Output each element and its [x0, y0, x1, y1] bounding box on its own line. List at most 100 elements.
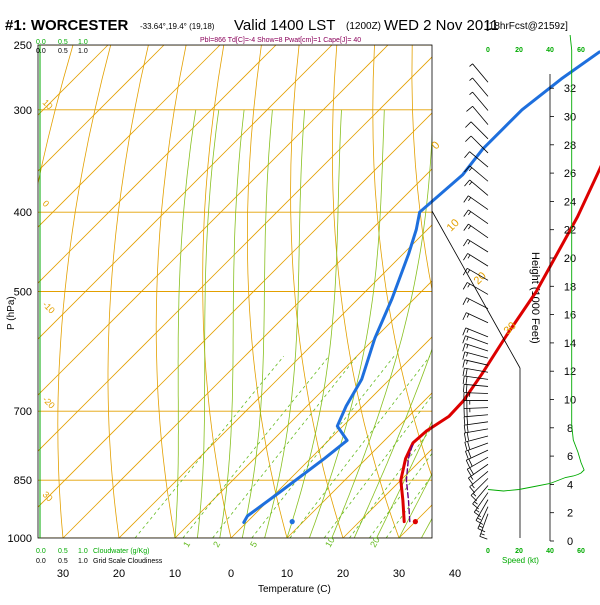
- wind-barb-staff: [468, 196, 488, 210]
- speed-tick-label: 0: [486, 47, 490, 54]
- wind-barb-staff: [468, 210, 488, 224]
- wind-barb-staff: [470, 180, 488, 195]
- speed-tick-label: 60: [577, 548, 585, 555]
- cloud-bot2-05: 0.5: [58, 558, 68, 565]
- wind-barb-flag: [468, 255, 470, 258]
- wind-barb-staff: [468, 224, 488, 238]
- wind-barb-flag: [466, 385, 467, 393]
- height-tick-label: 20: [564, 253, 576, 265]
- wind-barb-flag: [468, 270, 470, 273]
- wind-barb-staff: [468, 253, 488, 266]
- moist-adiabat: [265, 110, 305, 538]
- wind-barb-flag: [465, 122, 471, 128]
- dry-adiabat-label: 30: [41, 489, 55, 503]
- temp-tick-label: 10: [169, 568, 181, 580]
- wind-barb-staff: [465, 360, 488, 365]
- wind-barb-flag: [471, 476, 473, 479]
- dry-adiabat: [450, 45, 567, 538]
- valid-time: Valid 1400 LST: [234, 17, 335, 34]
- moist-adiabat: [175, 110, 196, 538]
- gridscale-label: Grid Scale Cloudiness: [93, 558, 163, 565]
- wind-barb-flag: [469, 459, 472, 466]
- wind-barb-flag: [467, 425, 468, 433]
- cloud-bot-0: 0.0: [36, 548, 46, 555]
- wind-barb-staff: [466, 328, 488, 337]
- wind-barb-staff: [464, 408, 488, 409]
- height-tick-label: 10: [564, 395, 576, 407]
- wind-barb-staff: [473, 106, 488, 124]
- wind-barb-flag: [463, 344, 465, 352]
- temp-tick-label: 20: [113, 568, 125, 580]
- moist-adiabat: [242, 110, 272, 538]
- station-title: #1: WORCESTER: [5, 17, 129, 34]
- y-axis-label: P (hPa): [6, 296, 17, 330]
- wind-barb-staff: [473, 64, 488, 82]
- wind-barb-flag: [463, 239, 467, 246]
- speed-tick-label: 0: [486, 548, 490, 555]
- pressure-tick-label: 700: [14, 406, 32, 418]
- wind-barb-flag: [465, 451, 468, 459]
- wind-barb-flag: [464, 180, 469, 186]
- wind-barb-flag: [465, 136, 471, 142]
- wind-barb-flag: [470, 92, 473, 95]
- wind-barb-flag: [463, 376, 464, 384]
- mixing-ratio-label: 2: [211, 540, 222, 549]
- wind-barb-staff: [465, 352, 488, 358]
- wind-barb-flag: [468, 441, 470, 449]
- wind-barb-flag: [467, 299, 469, 303]
- wind-barb-flag: [467, 329, 468, 333]
- wind-barb-staff: [466, 313, 488, 323]
- pressure-tick-label: 300: [14, 105, 32, 117]
- panel-boundary-top: [432, 211, 520, 368]
- wind-barb-flag: [463, 360, 465, 368]
- wind-barb-flag: [480, 536, 488, 539]
- wind-barb-flag: [464, 210, 469, 217]
- wind-barb-flag: [464, 196, 469, 203]
- wind-barb-staff: [467, 457, 488, 469]
- height-tick-label: 4: [567, 479, 573, 491]
- temp-tick-label: 20: [337, 568, 349, 580]
- wind-barb-flag: [476, 520, 483, 524]
- temp-tick-label: 30: [57, 568, 69, 580]
- wind-barb-flag: [466, 376, 467, 384]
- wind-barb-flag: [479, 526, 483, 528]
- wind-barb-flag: [468, 226, 470, 229]
- cloudwater-label: Cloudwater (g/Kg): [93, 548, 149, 555]
- wind-barb-flag: [464, 433, 465, 441]
- height-tick-label: 2: [567, 508, 573, 520]
- speed-tick-label: 40: [546, 548, 554, 555]
- height-tick-label: 18: [564, 281, 576, 293]
- wind-barb-flag: [467, 314, 469, 318]
- wind-barb-flag: [477, 518, 480, 520]
- wind-barb-flag: [472, 485, 475, 488]
- wind-barb-flag: [466, 460, 469, 467]
- wind-barb-flag: [470, 64, 473, 67]
- height-tick-label: 12: [564, 366, 576, 378]
- height-tick-label: 28: [564, 140, 576, 152]
- height-tick-label: 14: [564, 338, 576, 350]
- wind-barb-flag: [463, 313, 466, 320]
- dry-adiabat-label: -20: [41, 394, 57, 410]
- wind-barb-flag: [470, 468, 474, 475]
- wind-barb-flag: [467, 433, 468, 441]
- thermo-grid: [0, 45, 600, 538]
- mixing-ratio-label: 1: [181, 540, 192, 549]
- wind-barb-flag: [463, 352, 465, 360]
- wind-barb-staff: [467, 298, 488, 309]
- wind-barb-flag: [469, 182, 472, 185]
- wind-barb-flag: [473, 493, 476, 496]
- wind-barb-flag: [476, 510, 479, 512]
- wind-barb-staff: [465, 344, 488, 351]
- cloud-bot-05: 0.5: [58, 548, 68, 555]
- wind-barb-flag: [466, 106, 472, 111]
- wind-barb-flag: [468, 450, 471, 458]
- speed-tick-label: 20: [515, 47, 523, 54]
- cloud-top2-1: 1.0: [78, 48, 88, 55]
- height-tick-label: 24: [564, 196, 576, 208]
- temp-tick-label: 10: [281, 568, 293, 580]
- wind-barb-flag: [466, 369, 467, 377]
- wind-barb-flag: [465, 442, 467, 450]
- wind-barb-flag: [467, 360, 468, 364]
- wind-barb-staff: [471, 122, 488, 139]
